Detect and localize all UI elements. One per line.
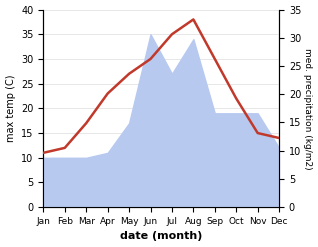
Y-axis label: max temp (C): max temp (C) bbox=[5, 75, 16, 142]
Y-axis label: med. precipitation (kg/m2): med. precipitation (kg/m2) bbox=[303, 48, 313, 169]
X-axis label: date (month): date (month) bbox=[120, 231, 203, 242]
